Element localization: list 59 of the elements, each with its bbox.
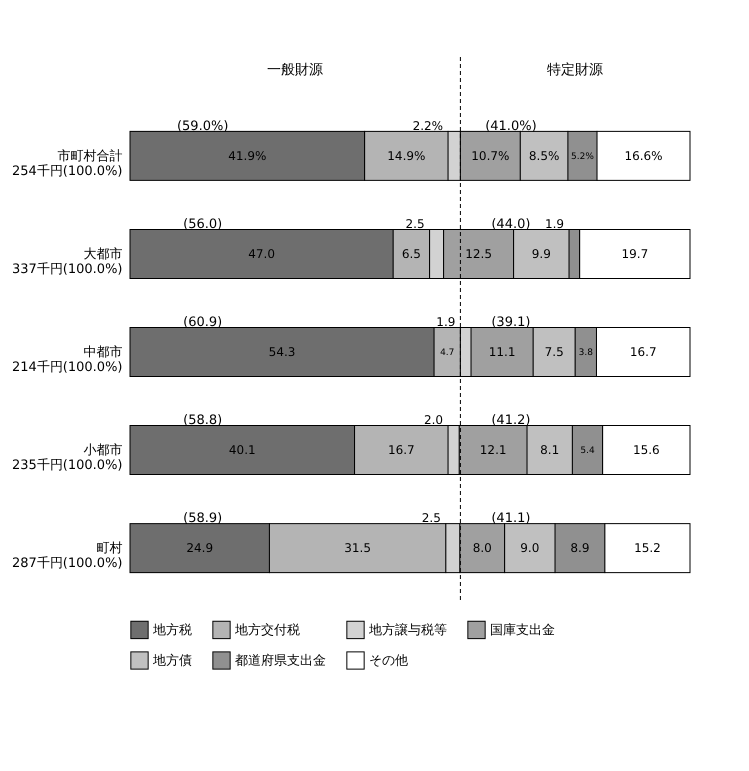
legend-label: 国庫支出金: [490, 622, 555, 638]
y-tick-label: 中都市 214千円(100.0%): [12, 345, 122, 375]
annotation: 特定財源: [547, 62, 604, 78]
data-label: 3.8: [578, 348, 594, 358]
annotation: (58.9): [183, 511, 222, 526]
data-label: 15.6: [632, 443, 660, 458]
legend-label: 地方譲与税等: [368, 622, 447, 638]
data-label: 40.1: [228, 443, 256, 458]
data-label: 2.5: [406, 216, 425, 231]
annotation: (59.0%): [176, 118, 228, 134]
y-tick-label: 小都市 235千円(100.0%): [12, 443, 122, 474]
annotation: (56.0): [183, 216, 222, 232]
data-label: 12.5: [465, 246, 492, 261]
data-label: 16.6%: [624, 148, 663, 163]
annotation: 一般財源: [267, 62, 324, 78]
annotation: (44.0): [491, 216, 530, 232]
data-label: 2.2%: [412, 118, 444, 133]
data-label: 31.5: [344, 541, 371, 556]
data-label: 9.0: [520, 541, 540, 556]
data-label: 4.7: [440, 348, 454, 358]
data-label: 7.5: [544, 345, 564, 359]
y-tick-label: 市町村合計 254千円(100.0%): [12, 148, 122, 179]
data-label: 8.5%: [528, 148, 560, 163]
data-label: 14.9%: [387, 148, 426, 163]
data-label: 2.5: [422, 511, 441, 526]
annotation: (39.1): [491, 315, 530, 330]
legend-label: その他: [369, 654, 408, 668]
data-label: 11.1: [488, 345, 516, 359]
y-tick-label: 大都市 337千円(100.0%): [12, 246, 122, 277]
annotation: (41.1): [491, 511, 530, 526]
data-label: 5.2%: [571, 152, 594, 162]
annotation: (58.8): [183, 413, 222, 428]
data-label: 1.9: [544, 216, 564, 231]
data-label: 1.9: [436, 315, 456, 329]
data-label: 5.4: [580, 446, 595, 456]
legend-label: 都道府県支出金: [235, 652, 326, 668]
data-label: 54.3: [268, 345, 296, 359]
data-label: 8.1: [540, 443, 560, 458]
data-label: 6.5: [402, 246, 421, 261]
data-label: 16.7: [388, 443, 415, 458]
data-label: 16.7: [630, 345, 657, 359]
annotation: (60.9): [183, 315, 222, 330]
legend-label: 地方交付税: [234, 622, 300, 638]
data-label: 8.9: [570, 541, 590, 556]
data-label: 9.9: [532, 246, 551, 261]
data-label: 47.0: [248, 246, 275, 261]
legend-label: 地方債: [152, 652, 192, 668]
annotation: (41.0%): [485, 118, 537, 134]
data-label: 19.7: [621, 246, 648, 261]
data-label: 10.7%: [471, 148, 510, 163]
data-label: 24.9: [186, 541, 214, 556]
annotation: (41.2): [491, 413, 530, 428]
data-label: 41.9%: [228, 148, 266, 163]
y-tick-label: 町村 287千円(100.0%): [12, 541, 122, 572]
data-label: 15.2: [634, 541, 661, 556]
legend-label: 地方税: [152, 622, 192, 638]
data-label: 12.1: [480, 443, 507, 458]
data-label: 2.0: [424, 413, 444, 428]
data-label: 8.0: [472, 541, 492, 556]
